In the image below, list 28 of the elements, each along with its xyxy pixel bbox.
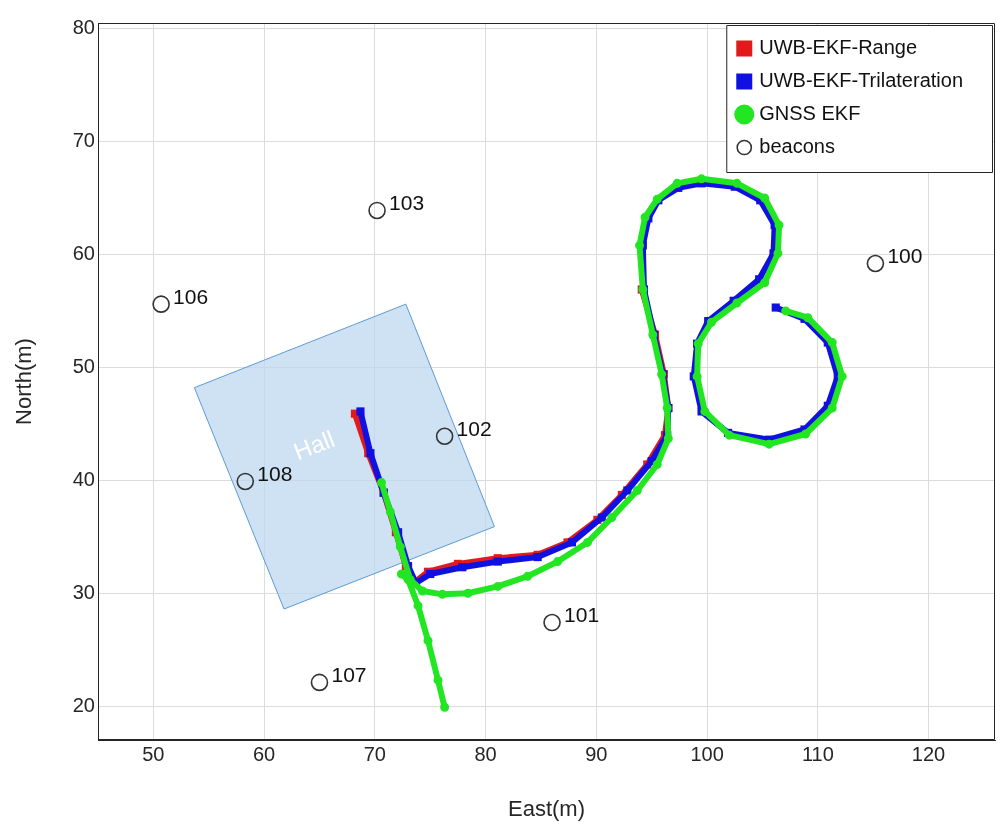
y-tick-label: 50 <box>72 354 95 377</box>
y-axis-title: North(m) <box>11 338 37 425</box>
annotation: 106 <box>173 284 209 308</box>
y-tick-label: 30 <box>72 580 95 603</box>
x-tick-label: 120 <box>911 742 946 765</box>
legend-label: UWB-EKF-Trilateration <box>759 69 963 92</box>
x-tick-label: 50 <box>142 742 165 765</box>
x-tick-label: 70 <box>363 742 386 765</box>
legend-label: UWB-EKF-Range <box>759 36 918 59</box>
x-tick-label: 90 <box>585 742 608 765</box>
y-tick-label: 70 <box>72 129 95 152</box>
y-tick-label: 60 <box>72 241 95 264</box>
annotation: 102 <box>456 417 492 441</box>
annotation: 100 <box>887 244 923 268</box>
annotation: 107 <box>331 663 367 687</box>
x-tick-label: 60 <box>252 742 276 765</box>
annotation: 103 <box>389 191 425 215</box>
y-tick-label: 80 <box>72 16 95 39</box>
annotation: 101 <box>564 603 600 627</box>
x-axis-title: East(m) <box>508 795 585 821</box>
annotation: 108 <box>257 462 293 486</box>
y-tick-label: 20 <box>72 693 95 716</box>
legend-label: GNSS EKF <box>759 102 861 125</box>
x-tick-label: 110 <box>801 742 834 765</box>
x-tick-label: 80 <box>474 742 497 765</box>
legend-label: beacons <box>759 135 835 158</box>
y-tick-label: 40 <box>72 467 95 490</box>
x-tick-label: 100 <box>690 742 724 765</box>
